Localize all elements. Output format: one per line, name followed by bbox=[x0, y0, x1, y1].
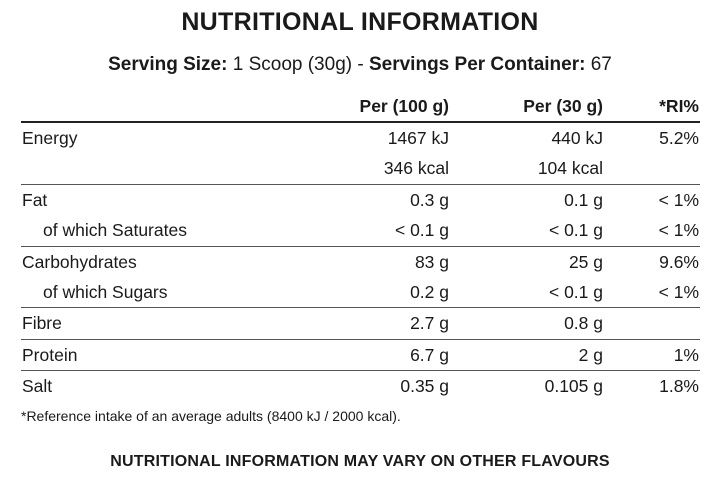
row-ri: 9.6% bbox=[659, 251, 699, 272]
row-per-100g: 0.3 g bbox=[410, 189, 449, 210]
row-per-30g: 0.105 g bbox=[544, 376, 603, 397]
row-per-30g: 0.1 g bbox=[564, 189, 603, 210]
table-row-protein: Protein 6.7 g 2 g 1% bbox=[21, 338, 700, 370]
row-name: of which Saturates bbox=[43, 220, 187, 241]
servings-per-container-label: Servings Per Container: bbox=[368, 54, 586, 75]
row-per-100g: < 0.1 g bbox=[394, 220, 449, 241]
row-per-100g: 0.35 g bbox=[400, 376, 449, 397]
row-per-30g: 25 g bbox=[568, 251, 603, 272]
row-name: Energy bbox=[22, 128, 78, 148]
row-ri: 1.8% bbox=[659, 376, 699, 397]
row-per-30g: 104 kcal bbox=[537, 158, 603, 179]
table-row-energy-kcal: 346 kcal 104 kcal bbox=[21, 153, 700, 183]
header-per-30g: Per (30 g) bbox=[523, 96, 603, 116]
label-title: NUTRITIONAL INFORMATION bbox=[181, 8, 539, 36]
row-per-30g: 0.8 g bbox=[564, 313, 603, 334]
table-row-carbohydrates: Carbohydrates 83 g 25 g 9.6% bbox=[21, 245, 700, 277]
row-name: Carbohydrates bbox=[22, 251, 137, 272]
row-per-100g: 1467 kJ bbox=[387, 128, 449, 148]
row-ri: < 1% bbox=[658, 220, 699, 241]
table-row-fibre: Fibre 2.7 g 0.8 g bbox=[21, 307, 700, 338]
row-per-30g: < 0.1 g bbox=[548, 281, 603, 302]
servings-per-container-value: 67 bbox=[585, 54, 612, 75]
header-ri: *RI% bbox=[659, 96, 699, 116]
serving-info: Serving Size: 1 Scoop (30g) - Servings P… bbox=[0, 54, 720, 76]
table-row-fat: Fat 0.3 g 0.1 g < 1% bbox=[21, 183, 700, 215]
row-ri: < 1% bbox=[658, 189, 699, 210]
flavour-variation-notice: NUTRITIONAL INFORMATION MAY VARY ON OTHE… bbox=[110, 453, 610, 470]
row-name: Protein bbox=[22, 344, 78, 365]
nutrition-table: Per (100 g) Per (30 g) *RI% Energy 1467 … bbox=[21, 93, 700, 402]
row-per-30g: < 0.1 g bbox=[548, 220, 603, 241]
row-ri: 1% bbox=[673, 344, 699, 365]
row-name: Salt bbox=[22, 376, 53, 397]
reference-intake-footnote: *Reference intake of an average adults (… bbox=[21, 408, 401, 424]
row-per-30g: 440 kJ bbox=[551, 128, 603, 148]
table-header: Per (100 g) Per (30 g) *RI% bbox=[21, 93, 700, 121]
table-row-salt: Salt 0.35 g 0.105 g 1.8% bbox=[21, 370, 700, 401]
table-row-saturates: of which Saturates < 0.1 g < 0.1 g < 1% bbox=[21, 215, 700, 245]
row-per-100g: 346 kcal bbox=[383, 158, 449, 179]
table-row-sugars: of which Sugars 0.2 g < 0.1 g < 1% bbox=[21, 277, 700, 307]
row-per-100g: 2.7 g bbox=[410, 313, 449, 334]
row-per-100g: 83 g bbox=[414, 251, 449, 272]
row-per-30g: 2 g bbox=[578, 344, 603, 365]
row-ri: 5.2% bbox=[659, 128, 699, 148]
row-name: Fibre bbox=[22, 313, 62, 334]
row-per-100g: 6.7 g bbox=[410, 344, 449, 365]
serving-size-label: Serving Size: bbox=[108, 54, 228, 75]
row-per-100g: 0.2 g bbox=[410, 281, 449, 302]
header-per-100g: Per (100 g) bbox=[359, 96, 449, 116]
row-name: Fat bbox=[22, 189, 48, 210]
row-ri: < 1% bbox=[658, 281, 699, 302]
table-row-energy-kj: Energy 1467 kJ 440 kJ 5.2% bbox=[21, 121, 700, 153]
row-name: of which Sugars bbox=[43, 281, 168, 302]
serving-size-value: 1 Scoop (30g) - bbox=[227, 54, 369, 75]
